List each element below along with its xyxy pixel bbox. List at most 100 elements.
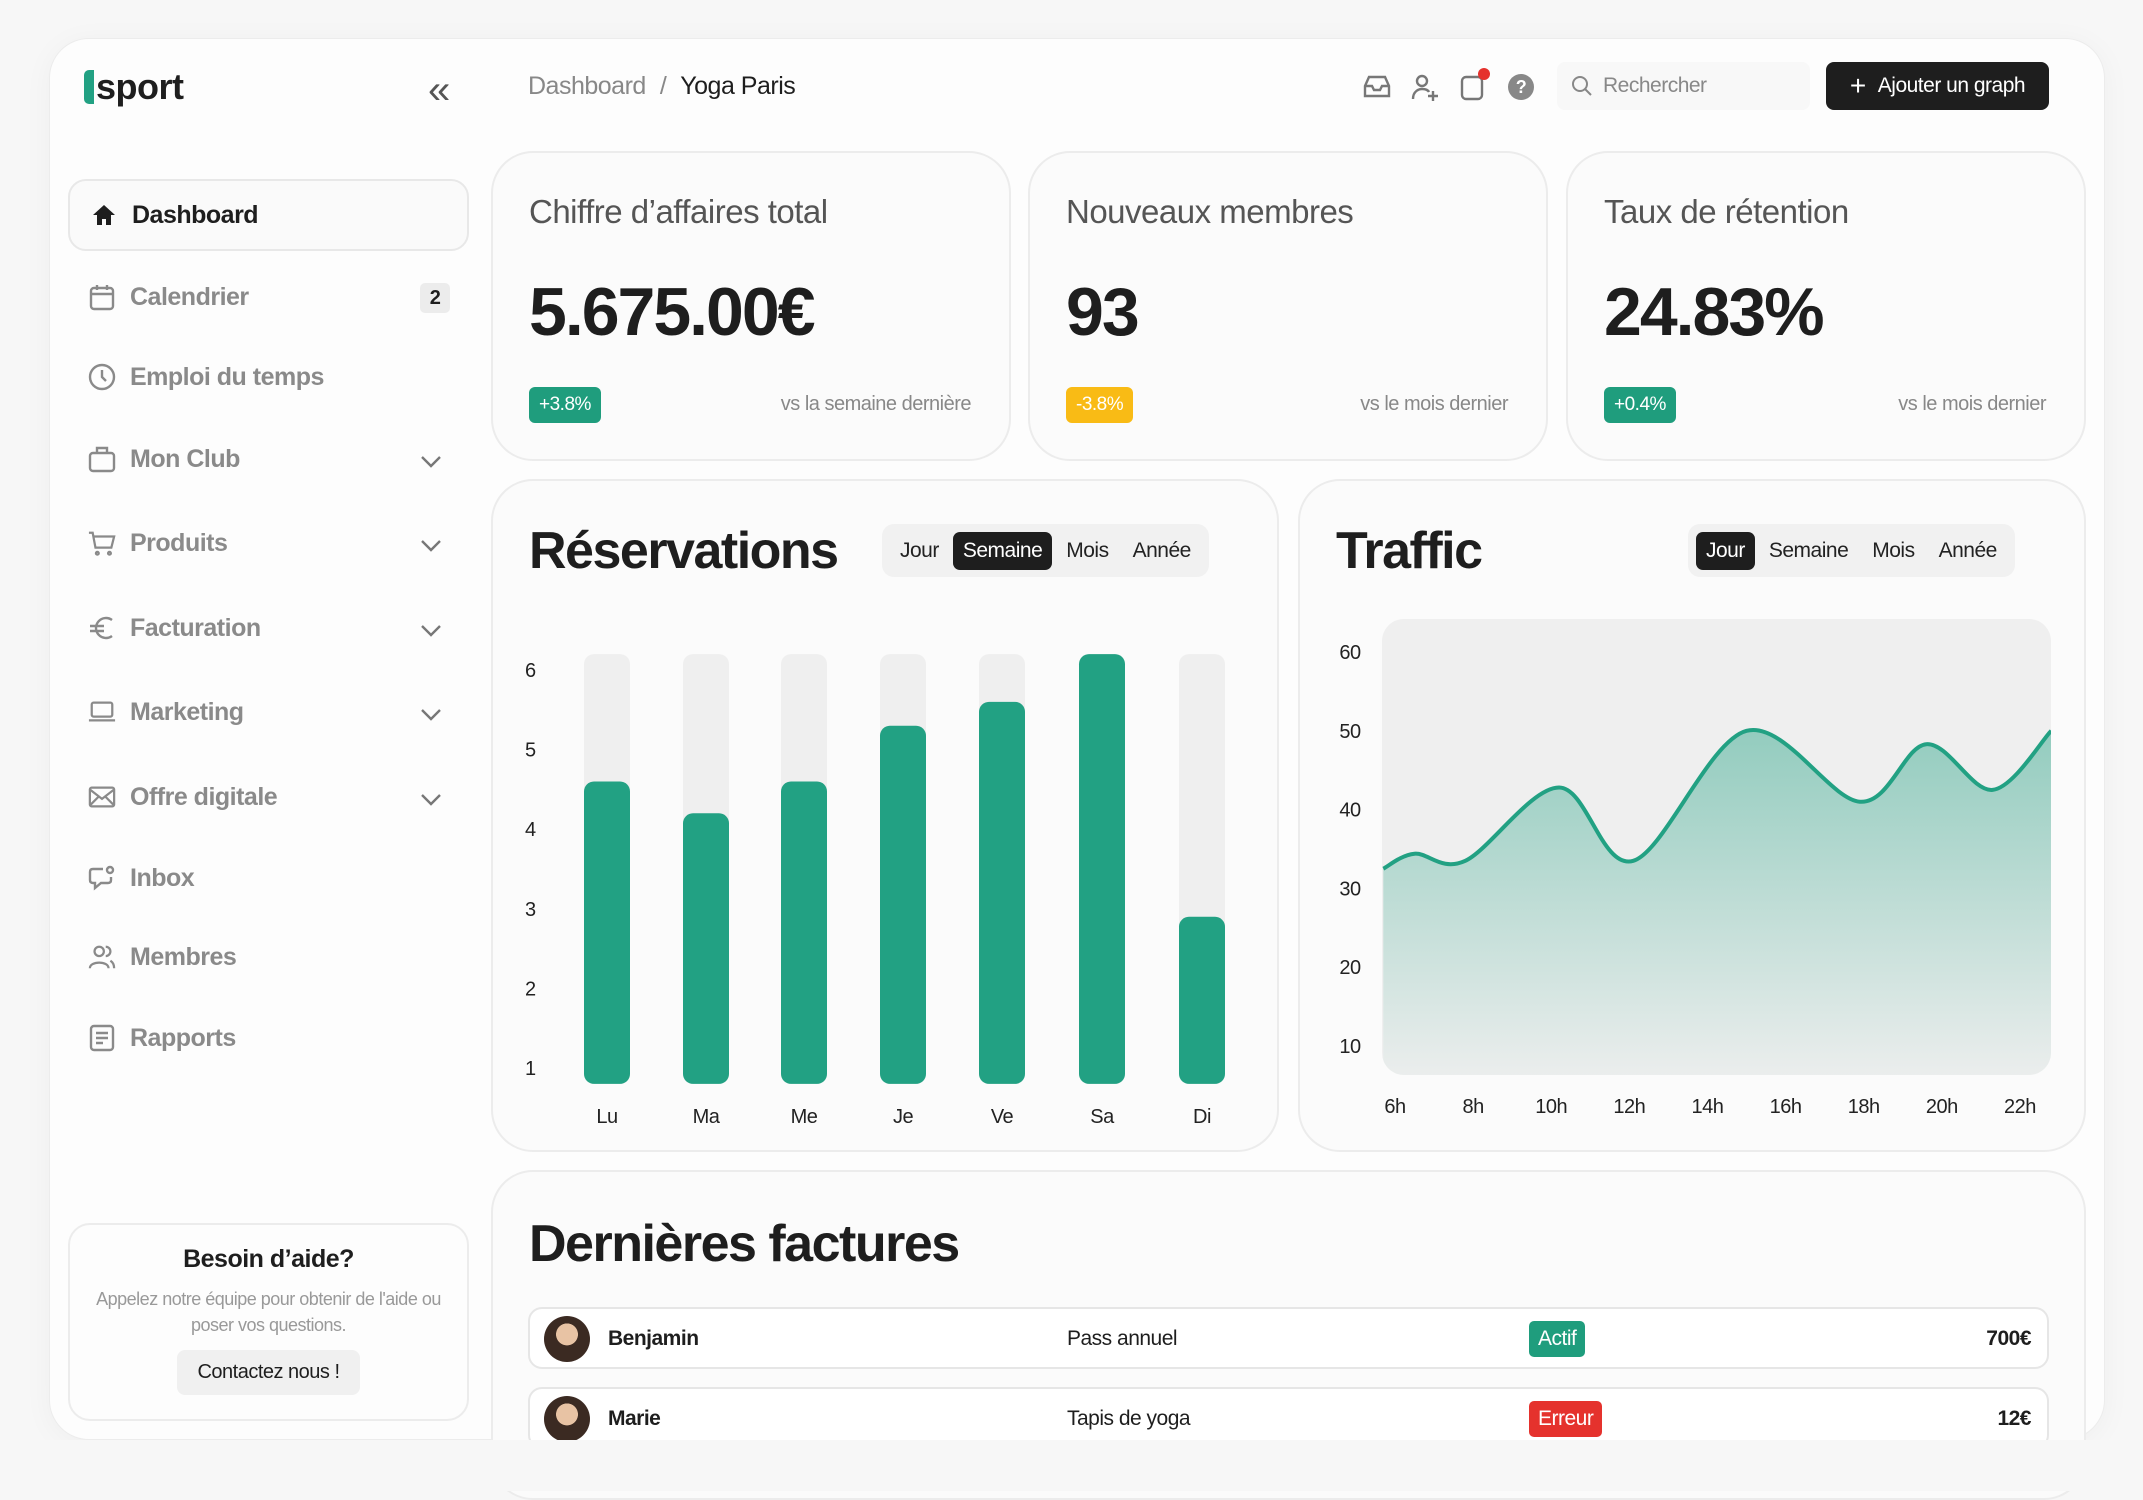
euro-icon xyxy=(88,614,116,642)
period-tab-0[interactable]: Jour xyxy=(900,538,939,562)
avatar xyxy=(544,1316,590,1362)
stat-value: 93 xyxy=(1066,274,1140,350)
stat-title: Chiffre d’affaires total xyxy=(529,193,828,230)
y-tick-label: 60 xyxy=(1339,642,1361,664)
collapse-sidebar-icon[interactable]: « xyxy=(428,68,450,112)
chat-icon xyxy=(88,864,116,892)
traffic-period-tabs: Jour Semaine Mois Année xyxy=(1688,524,2015,577)
period-tab-1[interactable]: Semaine xyxy=(1768,538,1849,562)
reservations-period-tabs: Jour Semaine Mois Année xyxy=(882,524,1209,577)
search-input[interactable]: Rechercher xyxy=(1557,62,1810,110)
x-tick-label: Je xyxy=(893,1106,914,1128)
add-graph-button[interactable]: + Ajouter un graph xyxy=(1826,62,2049,110)
period-tab-3[interactable]: Année xyxy=(1938,538,1998,562)
x-tick-label: 12h xyxy=(1613,1096,1645,1118)
contact-button[interactable]: Contactez nous ! xyxy=(177,1350,360,1395)
sidebar-badge: 2 xyxy=(420,283,450,313)
period-tab-1[interactable]: Semaine xyxy=(952,531,1053,570)
sidebar-item-calendrier[interactable]: Calendrier 2 xyxy=(68,261,469,333)
sidebar-item-rapports[interactable]: Rapports xyxy=(68,1002,469,1074)
y-tick-label: 20 xyxy=(1339,957,1361,979)
add-user-icon[interactable] xyxy=(1408,70,1442,104)
chevron-down-icon[interactable] xyxy=(420,785,442,814)
bar xyxy=(979,701,1025,1084)
breadcrumb-dashboard[interactable]: Dashboard xyxy=(528,72,646,100)
help-text: Appelez notre équipe pour obtenir de l'a… xyxy=(96,1289,441,1335)
avatar xyxy=(544,1396,590,1442)
invoices-title: Dernières factures xyxy=(529,1215,960,1273)
y-tick-label: 50 xyxy=(1339,721,1361,743)
logo-text: sport xyxy=(96,66,184,107)
bar xyxy=(1179,916,1225,1084)
x-tick-label: 18h xyxy=(1848,1096,1880,1118)
x-tick-label: Ve xyxy=(991,1106,1014,1128)
sidebar-item-inbox[interactable]: Inbox xyxy=(68,842,469,914)
period-tab-3[interactable]: Année xyxy=(1132,538,1192,562)
clock-icon xyxy=(88,363,116,391)
sidebar-item-offre-digitale[interactable]: Offre digitale xyxy=(68,761,469,833)
chevron-down-icon[interactable] xyxy=(420,616,442,645)
invoice-product: Tapis de yoga xyxy=(1067,1407,1191,1430)
chevron-down-icon[interactable] xyxy=(420,700,442,729)
x-tick-label: Sa xyxy=(1090,1106,1115,1128)
period-tab-2[interactable]: Mois xyxy=(1066,538,1109,562)
home-icon xyxy=(90,201,118,229)
period-tab-0[interactable]: Jour xyxy=(1696,531,1755,570)
reservations-title: Réservations xyxy=(529,522,839,580)
plus-icon: + xyxy=(1849,70,1866,101)
sidebar-item-label: Offre digitale xyxy=(130,782,278,811)
sidebar-item-membres[interactable]: Membres xyxy=(68,921,469,993)
y-tick-label: 5 xyxy=(525,740,536,762)
stat-comparison: vs le mois dernier xyxy=(1898,393,2046,415)
mail-icon xyxy=(88,783,116,811)
sidebar-item-label: Rapports xyxy=(130,1023,236,1052)
invoice-product: Pass annuel xyxy=(1067,1327,1178,1350)
stat-change-badge: +3.8% xyxy=(529,387,601,423)
sidebar-item-emploi-du-temps[interactable]: Emploi du temps xyxy=(68,341,469,413)
sidebar-item-produits[interactable]: Produits xyxy=(68,507,469,579)
x-tick-label: 14h xyxy=(1692,1096,1724,1118)
report-icon xyxy=(88,1024,116,1052)
sidebar-item-label: Marketing xyxy=(130,697,244,726)
sidebar-item-mon-club[interactable]: Mon Club xyxy=(68,423,469,495)
stat-card: Chiffre d’affaires total 5.675.00€ +3.8%… xyxy=(491,151,1011,461)
inbox-icon[interactable] xyxy=(1360,70,1394,104)
notification-dot xyxy=(1478,68,1490,80)
period-tab-2[interactable]: Mois xyxy=(1872,538,1915,562)
help-icon[interactable]: ? xyxy=(1504,70,1538,104)
invoice-customer: Marie xyxy=(608,1407,661,1430)
svg-text:?: ? xyxy=(1516,77,1527,97)
y-tick-label: 1 xyxy=(525,1058,536,1080)
search-placeholder: Rechercher xyxy=(1603,74,1707,97)
x-tick-label: Ma xyxy=(693,1106,721,1128)
bar xyxy=(781,781,827,1084)
x-tick-label: Di xyxy=(1193,1106,1211,1128)
chevron-down-icon[interactable] xyxy=(420,531,442,560)
stat-title: Nouveaux membres xyxy=(1066,193,1354,230)
y-tick-label: 6 xyxy=(525,660,536,682)
status-badge: Actif xyxy=(1529,1321,1586,1357)
invoice-row[interactable]: Marie Tapis de yoga Erreur 12€ xyxy=(528,1387,2049,1449)
sidebar-item-facturation[interactable]: Facturation xyxy=(68,592,469,664)
chevron-down-icon[interactable] xyxy=(420,447,442,476)
breadcrumb-separator: / xyxy=(659,72,667,100)
x-tick-label: Lu xyxy=(596,1106,617,1128)
invoice-amount: 12€ xyxy=(1997,1407,2031,1430)
x-tick-label: 20h xyxy=(1926,1096,1958,1118)
sidebar-item-marketing[interactable]: Marketing xyxy=(68,676,469,748)
invoice-row[interactable]: Benjamin Pass annuel Actif 700€ xyxy=(528,1307,2049,1369)
notification-icon[interactable] xyxy=(1456,68,1490,104)
traffic-title: Traffic xyxy=(1336,522,1483,580)
stat-comparison: vs la semaine dernière xyxy=(780,393,972,415)
bar xyxy=(1079,654,1125,1084)
stat-card: Nouveaux membres 93 -3.8% vs le mois der… xyxy=(1028,151,1548,461)
reservations-bar-chart: 1 2 3 4 5 6 Lu Ma Me Je Ve Sa Di xyxy=(525,654,1225,1128)
sidebar-item-dashboard[interactable]: Dashboard xyxy=(68,179,469,251)
sidebar-item-label: Calendrier xyxy=(130,282,249,311)
bag-icon xyxy=(88,445,116,473)
y-tick-label: 3 xyxy=(525,899,536,921)
x-tick-label: 8h xyxy=(1462,1096,1483,1118)
sidebar-item-label: Facturation xyxy=(130,613,261,642)
logo[interactable]: sport xyxy=(84,66,184,108)
add-graph-label: Ajouter un graph xyxy=(1877,74,2026,97)
